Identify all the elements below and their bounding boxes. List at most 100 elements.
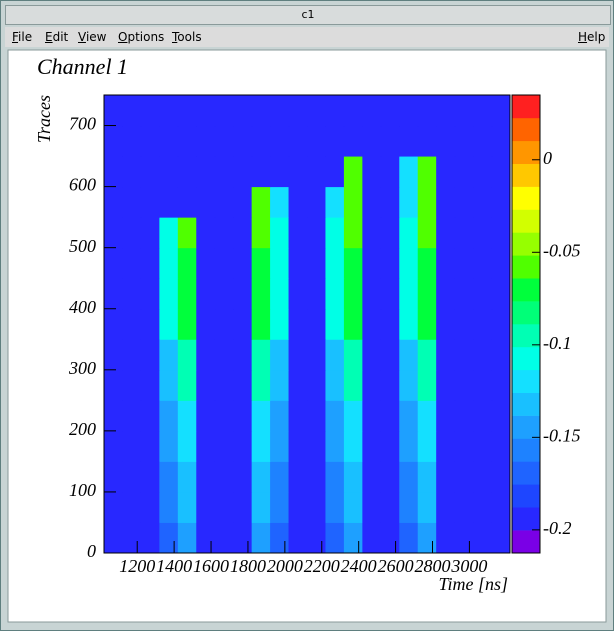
color-bar-band (512, 255, 540, 279)
heatmap-cell (343, 339, 363, 371)
heatmap-cell (436, 217, 456, 249)
heatmap-cell (491, 186, 511, 218)
heatmap-cell (214, 308, 234, 340)
heatmap-cell (454, 522, 474, 554)
heatmap-cell (177, 308, 197, 340)
heatmap-cell (214, 247, 234, 279)
heatmap-cell (251, 278, 271, 310)
heatmap-cell (104, 461, 123, 493)
heatmap-cell (233, 400, 253, 432)
heatmap-cell (325, 308, 345, 340)
heatmap-cell (436, 522, 456, 554)
heatmap-cell (417, 400, 437, 432)
color-bar-band (512, 438, 540, 462)
heatmap-cell (399, 491, 419, 523)
heatmap-cell (436, 400, 456, 432)
heatmap-cell (288, 278, 308, 310)
heatmap-cell (343, 186, 363, 218)
heatmap-cell (307, 339, 326, 371)
heatmap-cell (473, 217, 493, 249)
heatmap-cell (454, 186, 474, 218)
heatmap-cell (104, 217, 123, 249)
heatmap-cell (196, 278, 216, 310)
heatmap-cell (233, 156, 253, 188)
heatmap-cell (380, 247, 400, 279)
heatmap-cell (251, 400, 271, 432)
heatmap-cell (399, 278, 419, 310)
heatmap-cell (325, 217, 345, 249)
menu-item[interactable]: Options (118, 30, 165, 44)
heatmap-cell (362, 308, 382, 340)
heatmap-cell (325, 339, 345, 371)
heatmap-cell (491, 217, 511, 249)
heatmap-cell (473, 491, 493, 523)
heatmap-cell (177, 461, 197, 493)
heatmap-cell (343, 156, 363, 188)
heatmap-cell (288, 491, 308, 523)
color-bar-band (512, 209, 540, 233)
menu-item[interactable]: View (78, 30, 107, 44)
menu-item[interactable]: Edit (45, 30, 69, 44)
heatmap-cell (362, 491, 382, 523)
heatmap-cell (417, 278, 437, 310)
heatmap-cell (140, 430, 160, 462)
heatmap-cell (140, 522, 160, 554)
heatmap-cell (140, 400, 160, 432)
heatmap-cell (177, 430, 197, 462)
x-tick-label: 1800 (230, 556, 266, 576)
heatmap-cell (491, 369, 511, 401)
heatmap-cell (214, 156, 234, 188)
heatmap-cell (214, 491, 234, 523)
heatmap-cell (159, 400, 179, 432)
heatmap-cell (177, 156, 197, 188)
color-bar-band (512, 186, 540, 210)
heatmap-cell (491, 308, 511, 340)
heatmap-cell (343, 247, 363, 279)
menu-item[interactable]: File (12, 30, 33, 44)
heatmap-cell (270, 369, 290, 401)
heatmap-cell (473, 247, 493, 279)
heatmap-cell (380, 156, 400, 188)
heatmap-cell (251, 522, 271, 554)
heatmap-cell (270, 491, 290, 523)
heatmap-cell (491, 339, 511, 371)
heatmap-cell (417, 339, 437, 371)
heatmap-cell (380, 400, 400, 432)
heatmap-cell (473, 369, 493, 401)
heatmap-cell (288, 400, 308, 432)
heatmap-cell (214, 278, 234, 310)
heatmap-cell (251, 95, 271, 127)
heatmap-cell (491, 95, 511, 127)
heatmap-cell (491, 278, 511, 310)
heatmap-cell (436, 491, 456, 523)
heatmap-cell (122, 430, 142, 462)
heatmap-cell (325, 125, 345, 157)
heatmap-cell (417, 95, 437, 127)
heatmap-cell (288, 430, 308, 462)
z-tick-label: -0.2 (543, 518, 572, 538)
heatmap-cell (307, 217, 326, 249)
heatmap-cell (233, 95, 253, 127)
heatmap-cell (233, 186, 253, 218)
menu-item[interactable]: Tools (172, 30, 202, 44)
heatmap-cell (380, 125, 400, 157)
heatmap-cell (491, 247, 511, 279)
color-bar-band (512, 392, 540, 416)
heatmap-cell (233, 278, 253, 310)
heatmap-cell (417, 491, 437, 523)
menu-item[interactable]: Help (578, 30, 606, 44)
heatmap-cell (140, 308, 160, 340)
heatmap-cell (104, 95, 123, 127)
heatmap-cell (288, 461, 308, 493)
color-bar-band (512, 324, 540, 348)
color-bar-band (512, 232, 540, 256)
heatmap-cell (325, 278, 345, 310)
heatmap-cell (399, 339, 419, 371)
heatmap-cell (436, 339, 456, 371)
heatmap-cell (288, 339, 308, 371)
x-tick-label: 2000 (267, 556, 303, 576)
heatmap-cell (122, 491, 142, 523)
heatmap-cell (325, 186, 345, 218)
heatmap-cell (399, 369, 419, 401)
